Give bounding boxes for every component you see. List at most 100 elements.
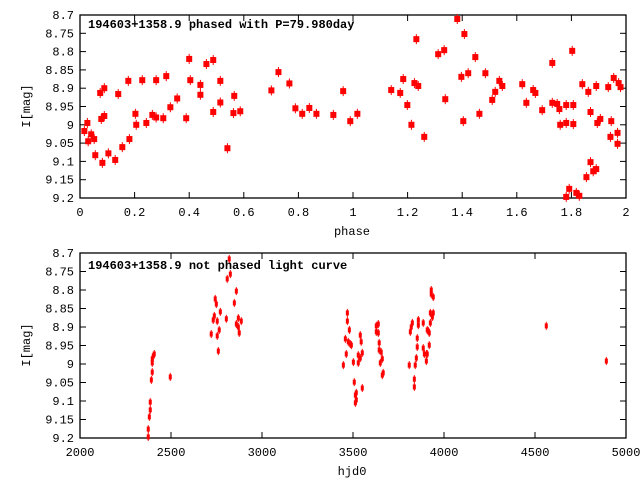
point-marker	[125, 77, 132, 84]
point-marker	[150, 360, 154, 366]
y-tick-label: 9	[67, 119, 74, 133]
y-tick-label: 8.85	[45, 64, 74, 78]
data-point	[126, 134, 133, 145]
point-marker	[330, 111, 337, 118]
data-point	[167, 102, 174, 113]
point-marker	[400, 76, 407, 83]
y-tick-label: 9.15	[45, 414, 74, 428]
point-marker	[197, 81, 204, 88]
data-point	[85, 136, 92, 147]
point-marker	[85, 138, 92, 145]
data-point	[92, 150, 99, 161]
y-tick-label: 8.75	[45, 27, 74, 41]
unphased-light-curve-plot: 194603+1358.9 not phased light curve hjd…	[20, 247, 640, 479]
data-point	[604, 357, 608, 366]
data-point	[236, 314, 240, 323]
data-point	[344, 350, 348, 359]
point-marker	[351, 359, 355, 365]
data-point	[579, 79, 586, 90]
data-point	[476, 108, 483, 119]
point-marker	[146, 434, 150, 440]
data-point	[412, 382, 416, 391]
data-point	[98, 113, 105, 124]
point-marker	[499, 83, 506, 90]
point-marker	[570, 121, 577, 128]
point-marker	[340, 88, 347, 95]
point-marker	[214, 301, 218, 307]
point-marker	[408, 329, 412, 335]
y-tick-label: 9.05	[45, 137, 74, 151]
data-point	[345, 317, 349, 326]
data-point	[421, 344, 425, 353]
point-marker	[354, 390, 358, 396]
y-tick-label: 9	[67, 358, 74, 372]
point-marker	[532, 89, 539, 96]
data-point	[407, 361, 411, 370]
data-point	[234, 320, 238, 329]
y-axis-label: I[mag]	[20, 84, 34, 127]
point-marker	[429, 291, 433, 297]
data-point	[614, 127, 621, 138]
point-marker	[539, 107, 546, 114]
data-point	[147, 412, 151, 421]
point-marker	[409, 324, 413, 330]
y-tick-label: 9.2	[52, 192, 74, 206]
data-point	[214, 300, 218, 309]
data-point	[84, 117, 91, 128]
point-marker	[345, 310, 349, 316]
data-point	[183, 113, 190, 124]
point-marker	[519, 81, 526, 88]
point-marker	[431, 294, 435, 300]
point-marker	[217, 99, 224, 106]
data-point	[376, 328, 380, 337]
point-marker	[489, 96, 496, 103]
point-marker	[429, 287, 433, 293]
data-point	[415, 342, 419, 351]
point-marker	[404, 102, 411, 109]
point-marker	[461, 31, 468, 38]
data-point	[360, 348, 364, 357]
x-tick-label: 0.2	[124, 206, 146, 220]
point-marker	[408, 121, 415, 128]
point-marker	[388, 87, 395, 94]
y-tick-label: 8.85	[45, 303, 74, 317]
x-tick-label: 0	[76, 206, 83, 220]
data-point	[149, 109, 156, 120]
point-marker	[377, 347, 381, 353]
point-marker	[465, 70, 472, 77]
point-marker	[150, 369, 154, 375]
point-marker	[441, 47, 448, 54]
data-point	[239, 317, 243, 326]
point-marker	[92, 152, 99, 159]
point-marker	[374, 329, 378, 335]
data-point	[427, 341, 431, 350]
point-marker	[593, 166, 600, 173]
point-marker	[88, 131, 95, 138]
point-marker	[160, 115, 167, 122]
point-marker	[472, 54, 479, 61]
point-marker	[347, 327, 351, 333]
data-point	[234, 287, 238, 296]
point-marker	[556, 106, 563, 113]
point-marker	[576, 192, 583, 199]
data-point	[149, 375, 153, 384]
data-point	[153, 75, 160, 86]
point-marker	[415, 335, 419, 341]
point-marker	[217, 77, 224, 84]
data-point	[482, 68, 489, 79]
point-marker	[231, 92, 238, 99]
point-marker	[374, 323, 378, 329]
data-point	[454, 14, 461, 25]
data-point	[148, 405, 152, 414]
data-point	[360, 384, 364, 393]
data-point	[539, 105, 546, 116]
data-point	[413, 34, 420, 45]
data-point	[230, 108, 237, 119]
point-marker	[590, 168, 597, 175]
point-marker	[358, 355, 362, 361]
y-tick-label: 8.95	[45, 340, 74, 354]
point-marker	[425, 351, 429, 357]
data-point	[356, 351, 360, 360]
point-marker	[352, 379, 356, 385]
point-marker	[268, 87, 275, 94]
